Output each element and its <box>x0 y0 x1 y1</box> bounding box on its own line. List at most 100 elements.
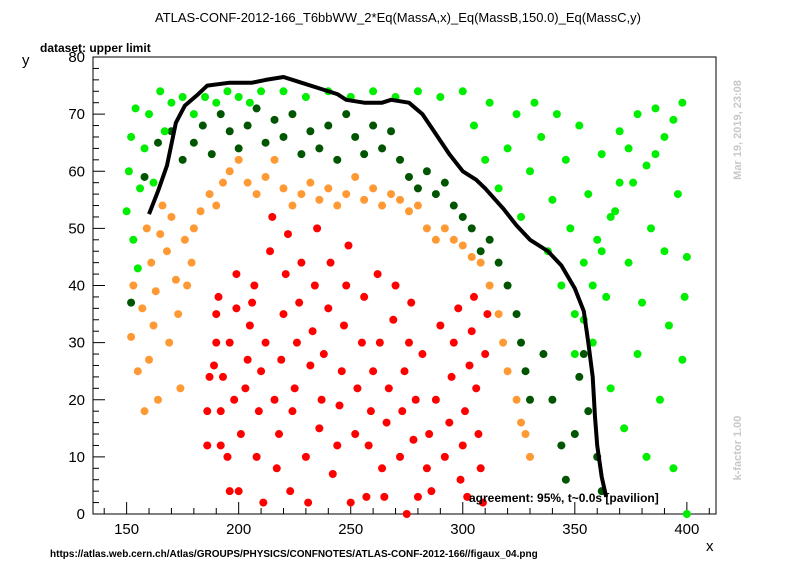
data-point-orange <box>297 190 306 199</box>
data-point-darkgreen <box>315 144 324 153</box>
data-point-darkgreen <box>297 150 306 159</box>
data-point-green <box>570 350 579 359</box>
data-point-green <box>458 87 467 96</box>
data-point-red <box>324 304 333 313</box>
data-point-red <box>404 338 413 347</box>
data-point-darkgreen <box>261 138 270 147</box>
y-tick-label: 0 <box>77 506 85 523</box>
data-point-orange <box>369 184 378 193</box>
data-point-red <box>232 270 241 279</box>
data-point-red <box>454 304 463 313</box>
limit-curve-layer <box>147 75 609 498</box>
data-point-red <box>245 321 254 330</box>
data-point-red <box>398 407 407 416</box>
data-point-orange <box>138 304 147 313</box>
data-point-red <box>382 418 391 427</box>
data-point-red <box>212 310 221 319</box>
data-point-red <box>469 292 478 301</box>
data-point-red <box>259 498 268 507</box>
data-point-darkgreen <box>243 121 252 130</box>
data-point-orange <box>165 338 174 347</box>
data-point-red <box>369 367 378 376</box>
data-point-red <box>297 258 306 267</box>
data-point-orange <box>387 190 396 199</box>
data-point-darkgreen <box>288 110 297 119</box>
data-point-darkgreen <box>333 155 342 164</box>
data-point-orange <box>127 332 136 341</box>
data-point-red <box>283 230 292 239</box>
data-point-red <box>449 338 458 347</box>
y-tick-label: 10 <box>68 449 85 466</box>
data-point-darkgreen <box>404 172 413 181</box>
data-point-orange <box>404 207 413 216</box>
data-point-red <box>458 441 467 450</box>
data-point-green <box>664 321 673 330</box>
data-point-green <box>633 110 642 119</box>
data-point-orange <box>234 155 243 164</box>
data-point-green <box>566 224 575 233</box>
source-url: https://atlas.web.cern.ch/Atlas/GROUPS/P… <box>50 549 538 560</box>
data-point-darkgreen <box>225 127 234 136</box>
data-point-darkgreen <box>234 144 243 153</box>
data-point-green <box>167 98 176 107</box>
data-point-orange <box>147 258 156 267</box>
data-point-green <box>678 355 687 364</box>
data-point-green <box>647 224 656 233</box>
data-point-darkgreen <box>548 395 557 404</box>
data-point-red <box>223 452 232 461</box>
data-point-darkgreen <box>178 155 187 164</box>
data-point-red <box>389 315 398 324</box>
data-point-green <box>624 144 633 153</box>
data-point-darkgreen <box>561 475 570 484</box>
data-point-green <box>136 184 145 193</box>
data-point-green <box>611 207 620 216</box>
data-point-green <box>660 132 669 141</box>
data-point-red <box>203 407 212 416</box>
data-point-orange <box>499 338 508 347</box>
data-point-red <box>275 430 284 439</box>
data-point-red <box>384 384 393 393</box>
data-point-orange <box>485 281 494 290</box>
data-point-darkgreen <box>324 121 333 130</box>
data-point-orange <box>171 275 180 284</box>
data-point-red <box>328 470 337 479</box>
data-point-red <box>360 292 369 301</box>
data-point-darkgreen <box>342 110 351 119</box>
data-point-red <box>476 464 485 473</box>
x-tick-label: 300 <box>450 521 475 538</box>
data-point-orange <box>151 287 160 296</box>
data-point-red <box>400 367 409 376</box>
data-point-red <box>205 372 214 381</box>
data-point-orange <box>189 224 198 233</box>
data-point-orange <box>503 367 512 376</box>
data-point-orange <box>306 178 315 187</box>
data-point-darkgreen <box>458 212 467 221</box>
data-point-red <box>310 281 319 290</box>
data-point-darkgreen <box>449 201 458 210</box>
y-tick-label: 80 <box>68 49 85 66</box>
data-point-orange <box>360 195 369 204</box>
data-point-darkgreen <box>517 338 526 347</box>
agreement-label: agreement: 95%, t~0.0s [pavilion] <box>469 491 659 505</box>
y-tick-label: 60 <box>68 163 85 180</box>
data-point-darkgreen <box>270 115 279 124</box>
data-point-red <box>281 270 290 279</box>
data-point-red <box>362 492 371 501</box>
data-point-green <box>494 184 503 193</box>
data-point-green <box>633 350 642 359</box>
data-point-green <box>469 121 478 130</box>
data-point-green <box>651 150 660 159</box>
data-point-darkgreen <box>584 407 593 416</box>
data-point-red <box>295 298 304 307</box>
data-point-orange <box>440 224 449 233</box>
data-point-green <box>122 207 131 216</box>
data-point-green <box>655 395 664 404</box>
data-point-darkgreen <box>467 224 476 233</box>
data-point-darkgreen <box>127 298 136 307</box>
data-point-orange <box>243 178 252 187</box>
data-point-red <box>427 487 436 496</box>
x-tick-label: 200 <box>226 521 251 538</box>
data-point-orange <box>521 430 530 439</box>
data-points <box>122 87 691 518</box>
data-point-red <box>266 247 275 256</box>
